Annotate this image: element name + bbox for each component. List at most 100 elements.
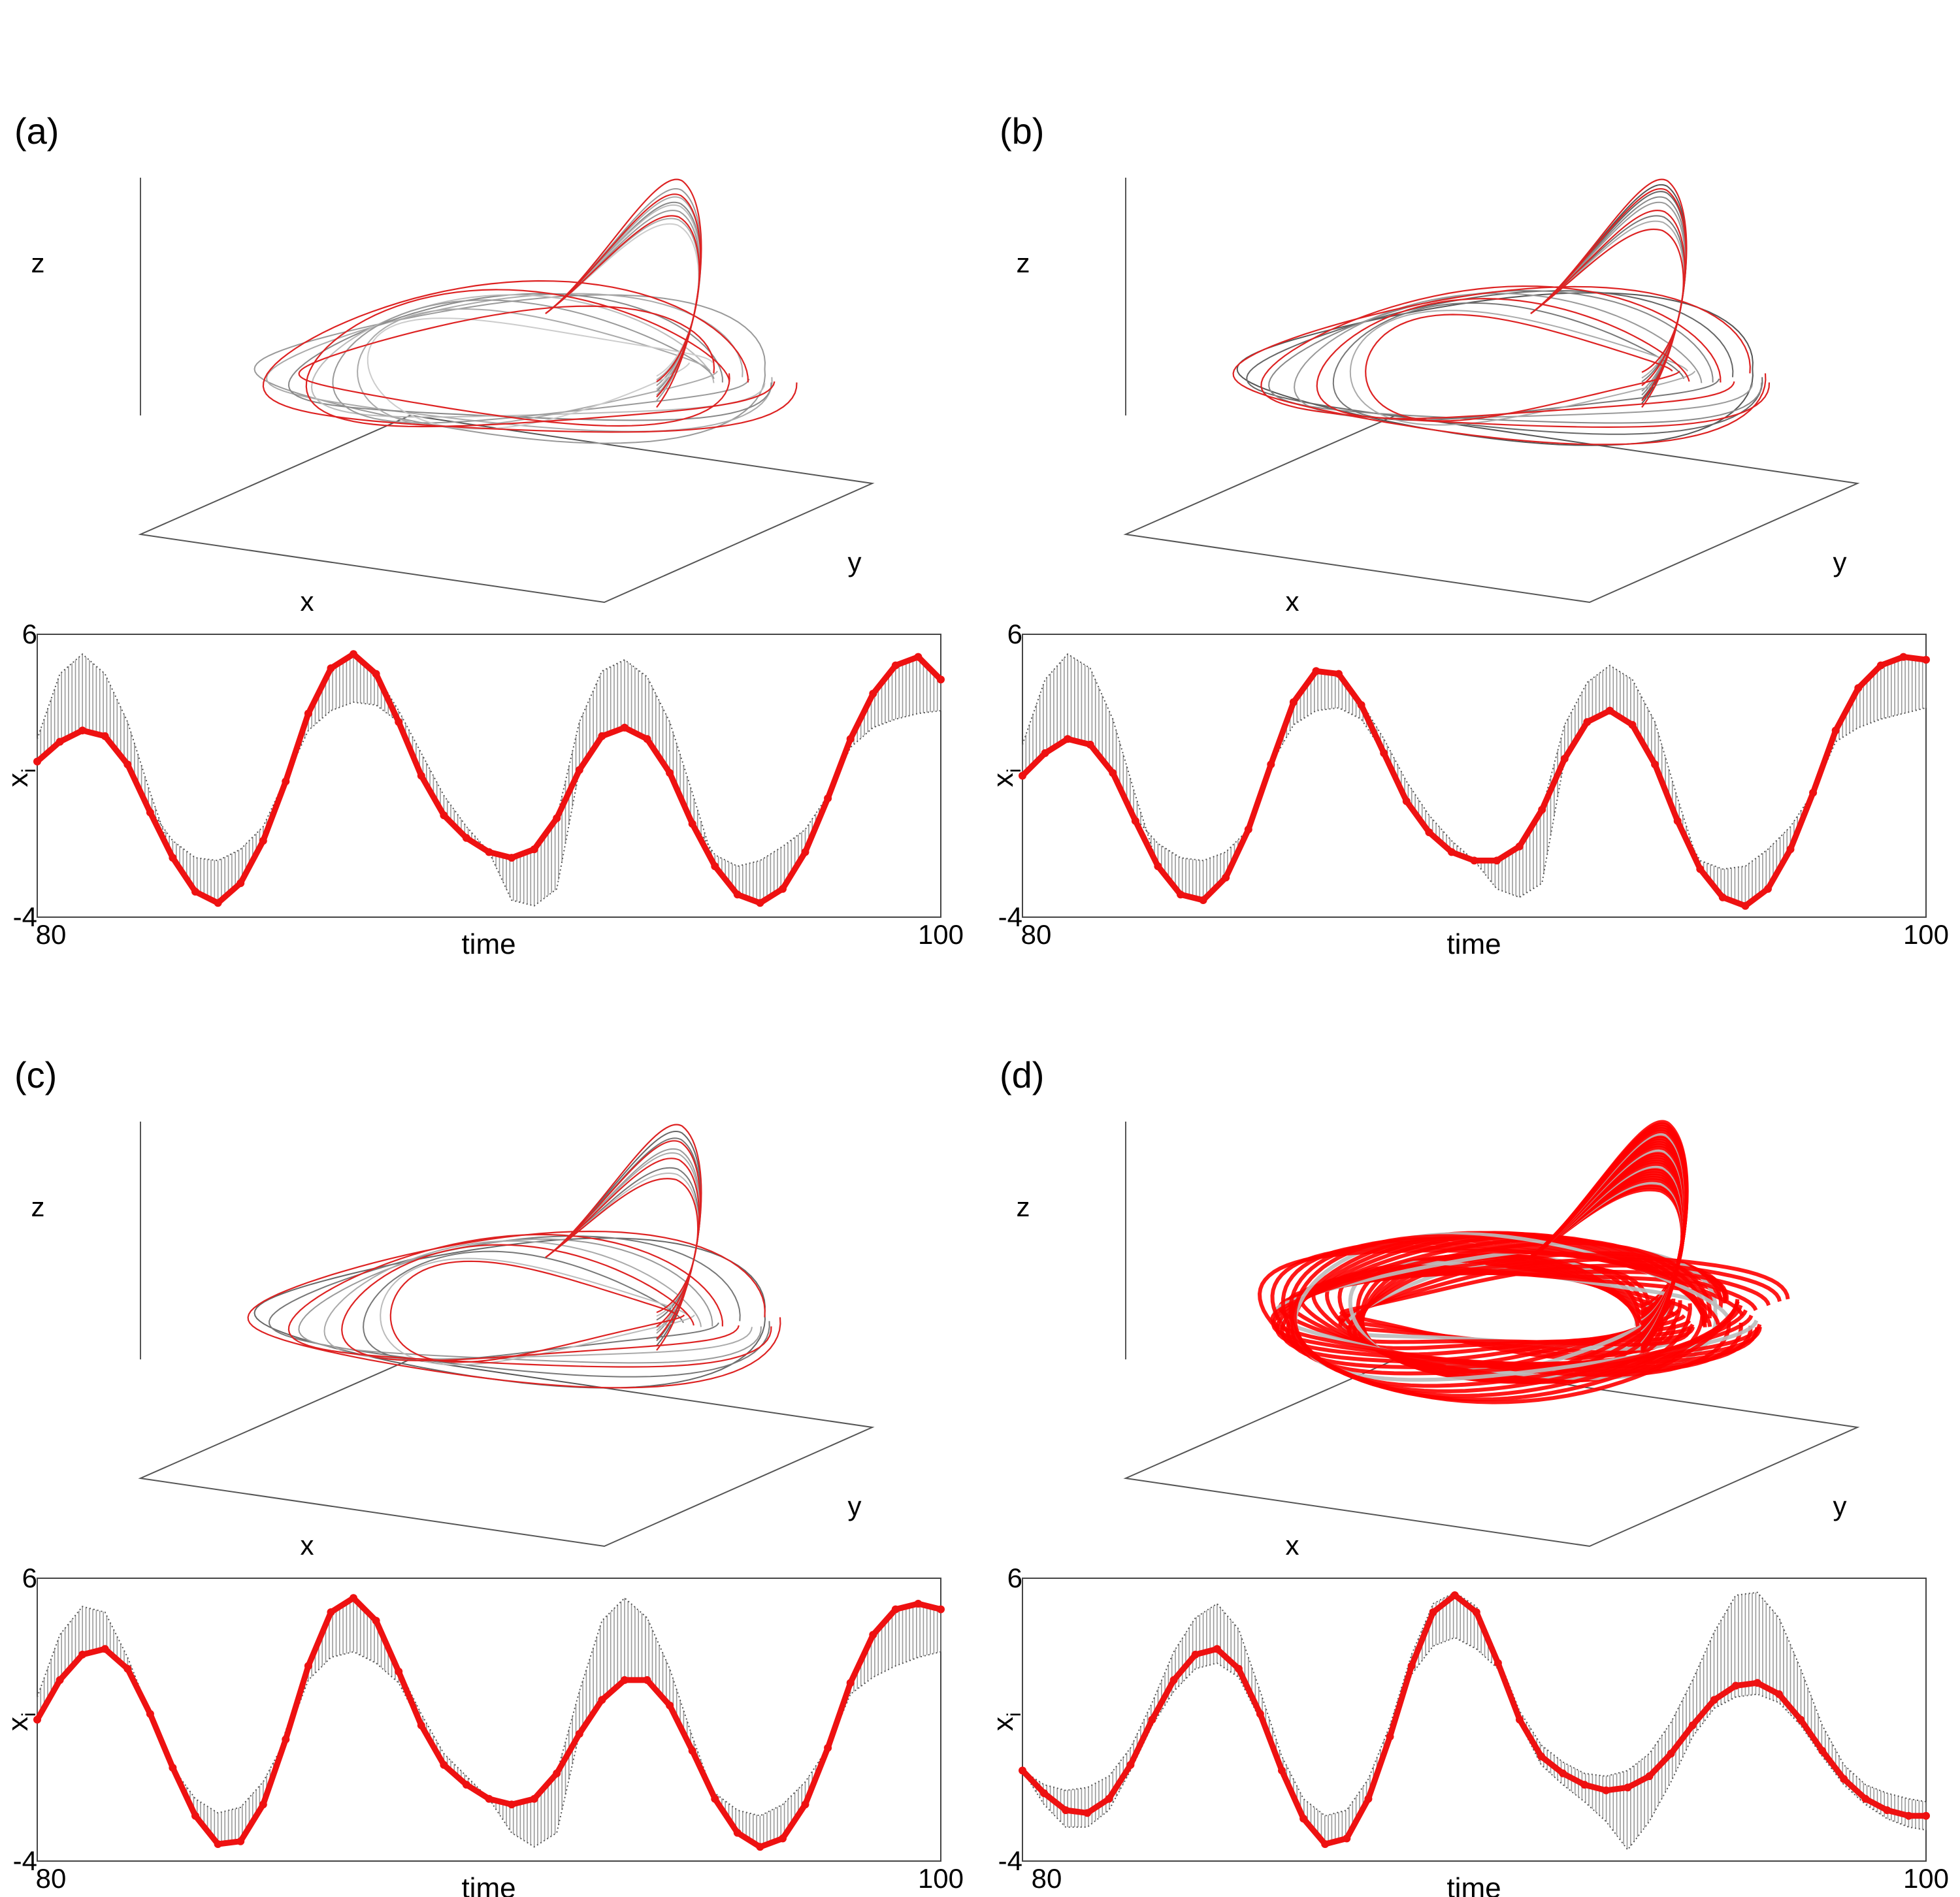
red-data-point [1177, 890, 1184, 899]
red-data-point [123, 1664, 132, 1673]
panel-label: (a) [14, 110, 59, 152]
red-data-point [1797, 1715, 1805, 1724]
ytick-label-bottom: -4 [998, 901, 1022, 932]
attractor-red-trajectory [341, 1158, 740, 1361]
red-series-points [1019, 1591, 1930, 1848]
xy-floor-plane [1123, 1358, 1860, 1548]
y-axis-title: xi [987, 768, 1025, 787]
ytick-label-bottom: -4 [13, 1845, 37, 1876]
z-axis-label: z [31, 248, 45, 278]
red-data-point [1343, 1834, 1351, 1843]
red-data-point [372, 670, 380, 678]
red-data-point [1667, 1749, 1675, 1758]
red-data-point [1645, 1772, 1654, 1781]
red-data-point [1710, 1696, 1718, 1704]
red-data-point [327, 1608, 335, 1616]
red-data-point [1718, 893, 1727, 901]
xtick-label-right: 100 [918, 919, 964, 950]
red-data-point [575, 1730, 583, 1738]
red-data-point [1861, 1794, 1870, 1803]
red-data-point [191, 1811, 199, 1820]
red-data-point [711, 862, 719, 871]
xtick-label-right: 100 [918, 1863, 964, 1894]
red-data-point [78, 726, 87, 735]
y-axis-title-subscript: i [1004, 1712, 1025, 1717]
y-axis-label: y [848, 1491, 862, 1521]
red-series-points [33, 1594, 945, 1851]
red-data-point [824, 1743, 832, 1752]
red-data-point [101, 1645, 109, 1653]
red-data-point [1199, 896, 1207, 904]
red-data-point [1321, 1840, 1330, 1848]
attractor-red-trajectory [305, 193, 776, 428]
red-data-point [1041, 749, 1049, 757]
red-data-point [1402, 797, 1411, 805]
red-data-point [779, 884, 787, 893]
red-data-point [395, 718, 403, 726]
gray-band-lower-edge [1022, 707, 1927, 898]
attractor-3d-plot: z x y [1017, 178, 1860, 617]
red-data-point [1840, 1775, 1848, 1783]
red-data-point [711, 1794, 719, 1803]
red-data-point [1126, 1760, 1135, 1769]
x-axis-title: time [461, 928, 515, 960]
red-data-point [1407, 1662, 1416, 1670]
red-series-points [1019, 653, 1930, 910]
red-data-point [1083, 1809, 1092, 1817]
x-axis-label: x [1286, 1530, 1299, 1561]
red-data-point [508, 854, 516, 862]
red-data-point [1922, 1811, 1930, 1820]
red-data-point [756, 899, 764, 907]
ytick-label-top: 6 [1007, 619, 1022, 649]
xy-floor-plane [138, 1358, 875, 1548]
red-data-point [350, 1594, 357, 1602]
red-data-point [1062, 1806, 1070, 1815]
z-axis-label: z [1017, 1192, 1030, 1222]
red-data-point [1064, 735, 1072, 743]
x-axis-title: time [461, 1872, 515, 1897]
red-data-point [1472, 1608, 1480, 1616]
red-data-point [1425, 828, 1433, 837]
red-data-point [56, 738, 64, 746]
ytick-label-top: 6 [22, 1563, 37, 1593]
red-data-point [1222, 873, 1230, 882]
red-data-point [462, 834, 470, 842]
red-data-point [214, 1840, 222, 1848]
red-data-point [1105, 1794, 1113, 1803]
red-data-point [1580, 1781, 1589, 1789]
red-data-point [1040, 1789, 1049, 1798]
red-data-point [553, 814, 561, 822]
red-data-point [914, 653, 923, 661]
attractor-red-trajectory [1365, 229, 1684, 422]
red-data-point [1904, 1811, 1913, 1820]
xy-floor-plane [138, 414, 875, 604]
red-data-point [169, 1764, 177, 1772]
red-data-point [801, 1800, 809, 1809]
red-data-point [891, 661, 900, 670]
red-data-point [666, 769, 674, 777]
red-data-point [440, 811, 448, 820]
panel-label: (b) [1000, 110, 1044, 152]
red-data-point [1148, 1715, 1156, 1724]
attractor-3d-plot: z x y [1017, 1120, 1860, 1561]
red-data-point [530, 1794, 538, 1803]
red-data-point [508, 1800, 516, 1809]
red-data-point [1191, 1650, 1200, 1659]
red-data-point [146, 1710, 154, 1718]
red-data-point [869, 689, 877, 698]
red-data-point [440, 1760, 448, 1769]
red-data-point [779, 1834, 787, 1843]
red-data-point [417, 1721, 425, 1730]
red-data-point [1602, 1786, 1610, 1794]
red-data-point [282, 777, 290, 786]
panel-label: (c) [14, 1054, 57, 1095]
red-data-point [1289, 698, 1298, 706]
red-data-point [417, 771, 425, 780]
xtick-label-left: 80 [1021, 919, 1052, 950]
red-data-point [1883, 1806, 1891, 1815]
z-axis-label: z [1017, 248, 1030, 278]
ytick-label-bottom: -4 [13, 901, 37, 932]
red-data-point [553, 1769, 561, 1777]
red-data-point [643, 735, 651, 743]
